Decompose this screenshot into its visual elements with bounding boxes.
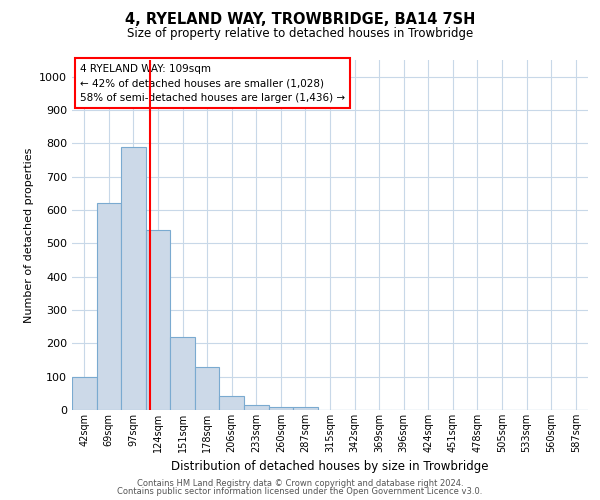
Text: 4 RYELAND WAY: 109sqm
← 42% of detached houses are smaller (1,028)
58% of semi-d: 4 RYELAND WAY: 109sqm ← 42% of detached …: [80, 64, 345, 103]
Bar: [121, 146, 146, 410]
Bar: [244, 405, 269, 410]
X-axis label: Distribution of detached houses by size in Trowbridge: Distribution of detached houses by size …: [171, 460, 489, 473]
Y-axis label: Number of detached properties: Number of detached properties: [23, 148, 34, 322]
Text: Contains public sector information licensed under the Open Government Licence v3: Contains public sector information licen…: [118, 487, 482, 496]
Bar: [97, 204, 121, 410]
Bar: [269, 406, 293, 410]
Bar: [220, 396, 244, 410]
Bar: [293, 406, 318, 410]
Bar: [195, 366, 220, 410]
Bar: [146, 230, 170, 410]
Text: 4, RYELAND WAY, TROWBRIDGE, BA14 7SH: 4, RYELAND WAY, TROWBRIDGE, BA14 7SH: [125, 12, 475, 28]
Text: Contains HM Land Registry data © Crown copyright and database right 2024.: Contains HM Land Registry data © Crown c…: [137, 478, 463, 488]
Bar: [170, 336, 195, 410]
Bar: [72, 376, 97, 410]
Text: Size of property relative to detached houses in Trowbridge: Size of property relative to detached ho…: [127, 28, 473, 40]
